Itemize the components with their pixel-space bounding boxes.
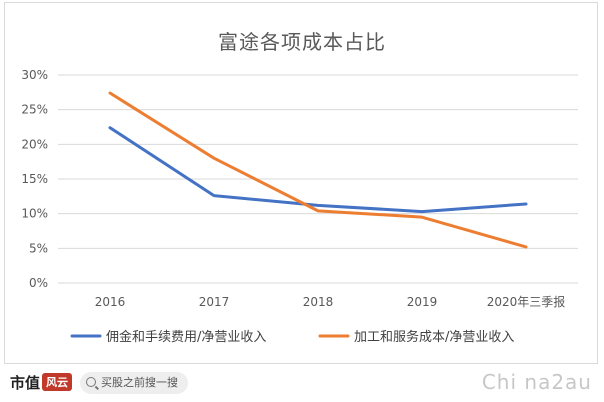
y-tick-labels: 0% 5% 10% 15% 20% 25% 30% bbox=[21, 68, 48, 290]
series-line-1 bbox=[108, 126, 528, 214]
x-tick-label: 2019 bbox=[407, 295, 438, 309]
series-lines bbox=[108, 91, 528, 249]
y-tick-label: 20% bbox=[21, 137, 48, 151]
footer-bar: 市值 风云 买股之前搜一搜 Chi na2au bbox=[0, 366, 604, 402]
x-tick-label: 2020年三季报 bbox=[487, 294, 566, 309]
brand-mark: 风云 bbox=[42, 373, 73, 391]
chart-frame bbox=[4, 2, 598, 364]
search-icon bbox=[86, 377, 96, 387]
brand-logo[interactable]: 市值 风云 bbox=[10, 372, 73, 393]
watermark-text: Chi na2au bbox=[481, 370, 592, 394]
x-tick-label: 2017 bbox=[199, 295, 230, 309]
search-box[interactable]: 买股之前搜一搜 bbox=[80, 372, 188, 394]
x-tick-labels: 2016 2017 2018 2019 2020年三季报 bbox=[95, 294, 566, 309]
x-tick-label: 2018 bbox=[303, 295, 334, 309]
gridlines bbox=[58, 74, 578, 284]
x-tick-label: 2016 bbox=[95, 295, 126, 309]
search-placeholder: 买股之前搜一搜 bbox=[101, 376, 178, 389]
y-tick-label: 10% bbox=[21, 207, 48, 221]
y-tick-label: 0% bbox=[29, 276, 48, 290]
legend-label: 佣金和手续费用/净营业收入 bbox=[106, 329, 266, 345]
y-tick-label: 15% bbox=[21, 172, 48, 186]
y-tick-label: 5% bbox=[29, 241, 48, 255]
legend: 佣金和手续费用/净营业收入 加工和服务成本/净营业收入 bbox=[70, 329, 514, 345]
brand-name: 市值 bbox=[10, 374, 41, 392]
y-tick-label: 25% bbox=[21, 103, 48, 117]
y-tick-label: 30% bbox=[21, 68, 48, 82]
line-chart: 0% 5% 10% 15% 20% 25% 30% 2016 2017 2018 2019 2020… bbox=[21, 68, 578, 345]
series-line-2 bbox=[108, 91, 528, 249]
legend-label: 加工和服务成本/净营业收入 bbox=[354, 329, 514, 345]
chart-title: 富途各项成本占比 bbox=[218, 30, 386, 54]
